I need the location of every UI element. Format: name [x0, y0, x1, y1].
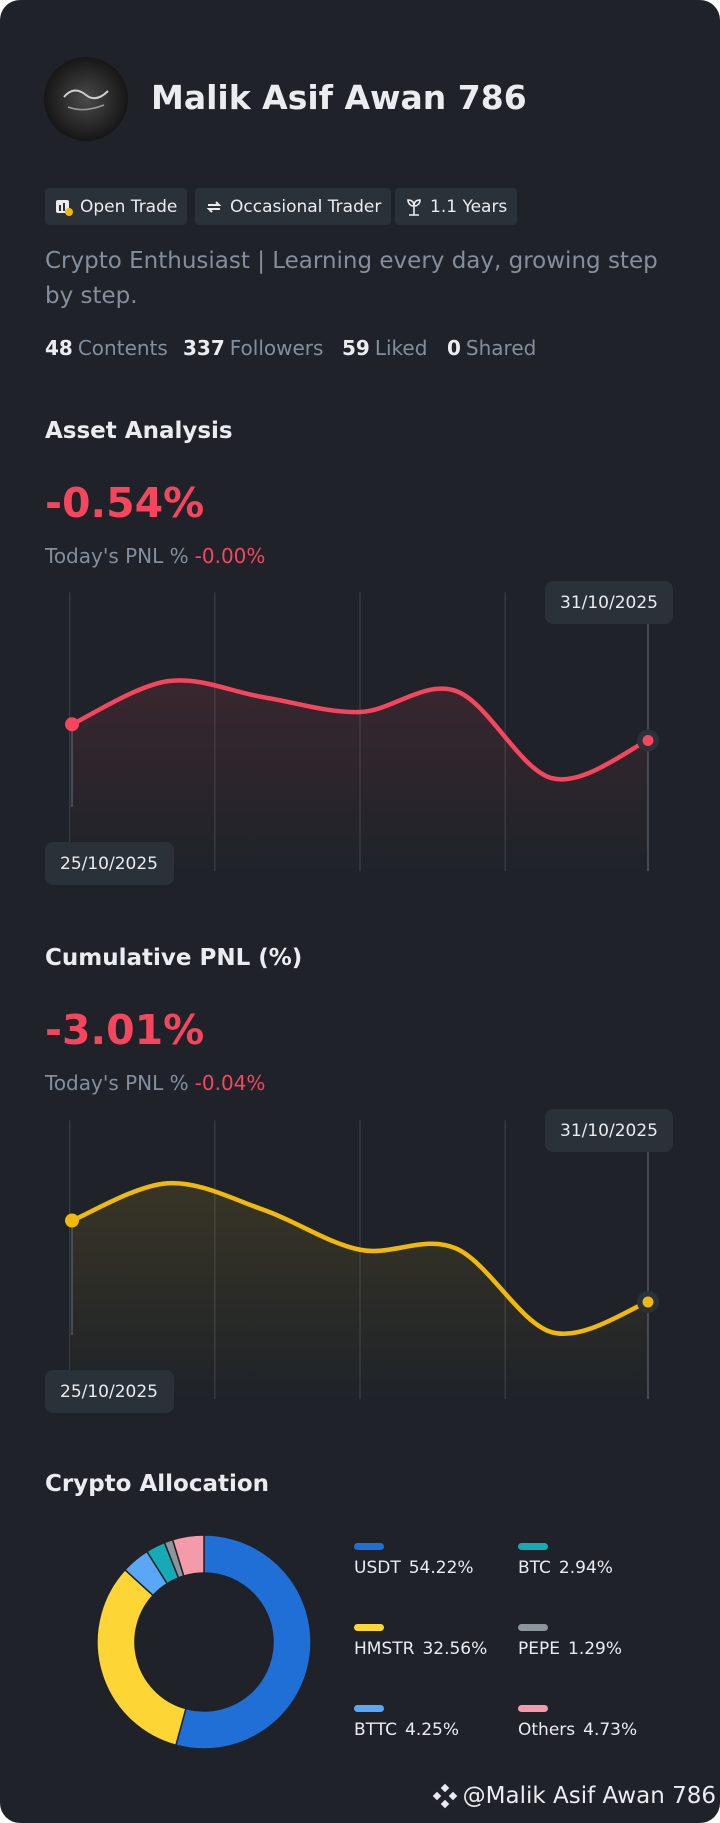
- start-point: [65, 1213, 80, 1228]
- badge-text: Open Trade: [80, 196, 178, 217]
- legend-name: BTC: [518, 1558, 551, 1578]
- line-chart: 31/10/2025 25/10/2025: [45, 1109, 673, 1413]
- legend-swatch: [518, 1543, 548, 1550]
- line-chart: 31/10/2025 25/10/2025: [45, 581, 673, 885]
- headline-value: -3.01%: [45, 1006, 205, 1054]
- stat: 59 Liked: [342, 336, 427, 360]
- legend-swatch: [518, 1624, 548, 1631]
- headline-value: -0.54%: [45, 479, 205, 527]
- date-label: 31/10/2025: [560, 1121, 658, 1141]
- stat-label: Liked: [374, 336, 428, 360]
- date-pill: [45, 842, 174, 885]
- date-pill: [545, 1109, 673, 1152]
- watermark-text: @Malik Asif Awan 786: [462, 1783, 716, 1809]
- badge: Occasional Trader: [195, 188, 392, 225]
- section-title: Crypto Allocation: [45, 1471, 270, 1497]
- stat-value: 48: [45, 336, 73, 360]
- stat-label: Followers: [229, 336, 324, 360]
- badge-text: 1.1 Years: [430, 196, 508, 217]
- end-point: [642, 734, 654, 746]
- stat-value: 337: [183, 336, 225, 360]
- watermark: @Malik Asif Awan 786: [431, 1782, 716, 1810]
- date-label: 25/10/2025: [60, 1382, 158, 1402]
- legend-value: 2.94%: [559, 1558, 613, 1578]
- date-label: 25/10/2025: [60, 854, 158, 874]
- today-value: -0.00%: [194, 544, 266, 568]
- legend-value: 32.56%: [422, 1639, 487, 1659]
- donut-chart: USDT 54.22% HMSTR 32.56% BTTC 4.25% BTC 2.94% PE…: [96, 1534, 637, 1750]
- stat: 337 Followers: [183, 336, 323, 360]
- today-label: Today's PNL %: [45, 544, 189, 568]
- donut-slice: [171, 1534, 205, 1577]
- line: [69, 678, 651, 782]
- today-value: -0.04%: [194, 1071, 266, 1095]
- today-label: Today's PNL %: [45, 1071, 189, 1095]
- legend-swatch: [518, 1705, 548, 1712]
- date-pill: [45, 1370, 174, 1413]
- today-pnl: Today's PNL % -0.04%: [45, 1071, 265, 1095]
- badge: 1.1 Years: [395, 188, 518, 225]
- end-point: [642, 1296, 654, 1308]
- line: [69, 1180, 651, 1336]
- bio: Crypto Enthusiast | Learning every day, …: [45, 248, 658, 309]
- today-pnl: Today's PNL % -0.00%: [45, 544, 265, 568]
- badge-text: Occasional Trader: [230, 196, 382, 217]
- legend-swatch: [354, 1543, 384, 1550]
- stat-value: 0: [447, 336, 461, 360]
- avatar: [44, 57, 128, 141]
- line-area: [72, 1183, 649, 1400]
- donut-slice: [96, 1568, 187, 1747]
- donut-slice: [175, 1534, 312, 1750]
- legend-value: 54.22%: [409, 1558, 474, 1578]
- stat: 48 Contents: [45, 336, 168, 360]
- legend-value: 4.25%: [405, 1720, 459, 1740]
- legend-swatch: [354, 1624, 384, 1631]
- stat-label: Shared: [465, 336, 537, 360]
- stat-value: 59: [342, 336, 370, 360]
- legend-name: BTTC: [354, 1720, 397, 1740]
- date-pill: [545, 581, 673, 624]
- legend-value: 1.29%: [568, 1639, 622, 1659]
- legend-name: Others: [518, 1720, 575, 1740]
- user-name: Malik Asif Awan 786: [151, 78, 527, 117]
- legend-swatch: [354, 1705, 384, 1712]
- date-label: 31/10/2025: [560, 593, 658, 613]
- legend-value: 4.73%: [583, 1720, 637, 1740]
- legend-name: HMSTR: [354, 1639, 415, 1659]
- stat-label: Contents: [77, 336, 168, 360]
- badge: Open Trade: [45, 188, 188, 225]
- legend-name: USDT: [354, 1558, 401, 1578]
- start-point: [65, 717, 80, 732]
- stat: 0 Shared: [447, 336, 536, 360]
- section-title: Asset Analysis: [45, 418, 233, 444]
- legend-name: PEPE: [518, 1639, 560, 1659]
- section-title: Cumulative PNL (%): [45, 945, 303, 971]
- line-area: [72, 680, 649, 872]
